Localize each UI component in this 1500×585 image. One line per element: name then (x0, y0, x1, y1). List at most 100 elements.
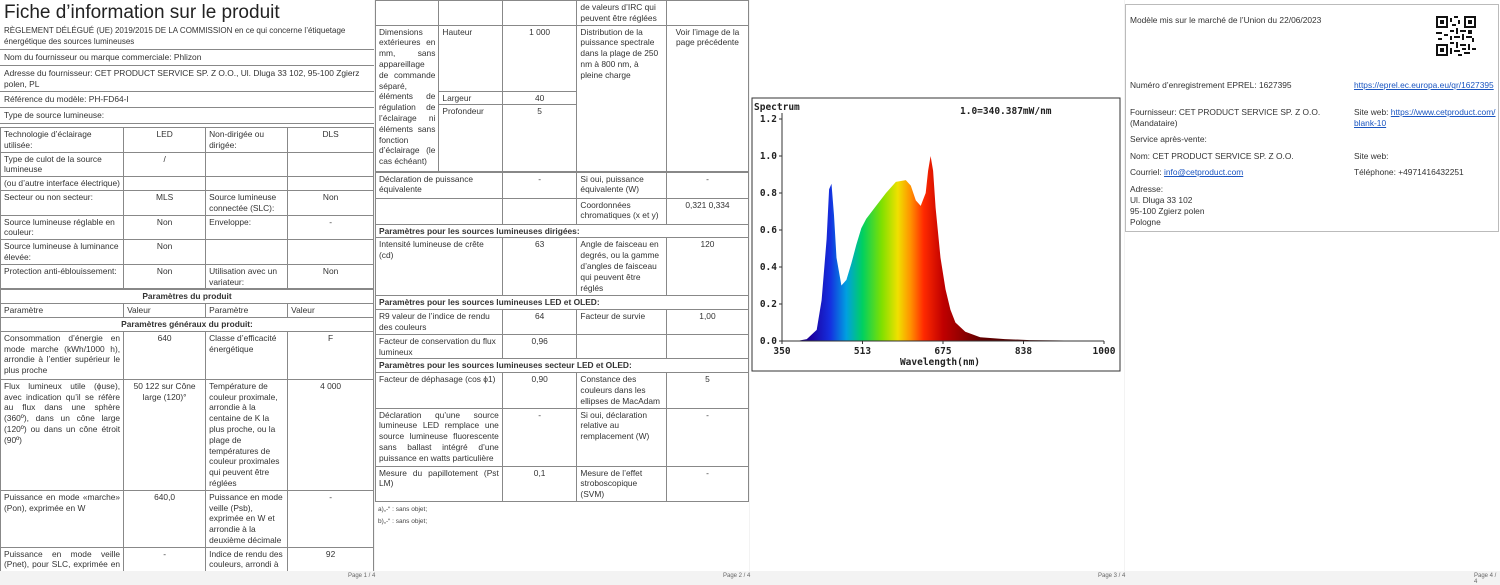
param-cell: Déclaration qu’une source lumineuse LED … (375, 407, 503, 467)
dim-width-value: 40 (501, 90, 578, 106)
spd-label: Distribution de la puissance spectrale d… (576, 24, 667, 172)
chart-annotation: 1.0=340.387mW/nm (960, 106, 1052, 117)
spectrum-chart: 350 513 675 838 1000 0.0 0.2 0.4 0.6 0.8 1.0 1.2Spe… (751, 97, 1121, 372)
value-cell: - (665, 465, 749, 502)
param-cell: Facteur de déphasage (cos ϕ1) (375, 372, 503, 409)
eprel-link[interactable]: https://eprel.ec.europa.eu/qr/1627395 (1354, 80, 1494, 90)
x-tick-label: 513 (854, 346, 871, 357)
address-line: Ul. Dluga 33 102 (1130, 195, 1193, 205)
qr-code-icon[interactable] (1436, 16, 1476, 56)
page-2: de valeurs d’IRC qui peuvent être réglée… (375, 0, 749, 571)
table-row: Puissance en mode veille (Pnet), pour SL… (0, 546, 374, 571)
y-tick-label: 0.0 (760, 336, 777, 347)
table-row: Puissance en mode «marche» (Pon), exprim… (0, 489, 374, 548)
param-cell: R9 valeur de l’indice de rendu des coule… (375, 309, 503, 335)
supplier-value: CET PRODUCT SERVICE SP. Z O.O. (Mandatai… (1130, 107, 1321, 128)
table-row: Technologie d’éclairage utilisée: LED Non-… (0, 126, 374, 153)
value-cell: 4 000 (287, 378, 374, 491)
regulation-text: RÈGLEMENT DÉLÉGUÉ (UE) 2019/2015 DE LA C… (4, 26, 346, 46)
value-cell: 1,00 (665, 309, 749, 335)
table-row: R9 valeur de l’indice de rendu des coule… (375, 309, 749, 335)
param-cell: Facteur de survie (576, 309, 667, 335)
value-cell: 0,90 (501, 372, 578, 409)
table-row: Mesure du papillotement (Pst LM) 0,1 Mesur… (375, 465, 749, 502)
x-tick-label: 675 (934, 346, 951, 357)
email-link[interactable]: info@cetproduct.com (1163, 167, 1244, 177)
led-params-title: Paramètres pour les sources lumineuses L… (375, 295, 749, 311)
x-axis-label: Wavelength(nm) (900, 357, 980, 368)
dim-width-label: Largeur (438, 90, 503, 106)
mains-params-title: Paramètres pour les sources lumineuses s… (375, 358, 749, 374)
directional-params-title: Paramètres pour les sources lumineuses d… (375, 223, 749, 239)
dim-depth-label: Profondeur (438, 104, 503, 172)
param-cell: Puissance en mode «marche» (Pon), exprim… (0, 489, 125, 548)
dimensions-table: de valeurs d’IRC qui peuvent être réglée… (375, 0, 749, 172)
value-cell: Non (287, 189, 374, 216)
param-cell: Coordonnées chromatiques (x et y) (576, 197, 667, 225)
value-cell: 120 (665, 237, 749, 297)
value-cell: / (123, 151, 207, 178)
param-cell: Constance des couleurs dans les ellipses… (576, 372, 667, 409)
param-cell: Mesure du papillotement (Pst LM) (375, 465, 503, 502)
eprel-number: 1627395 (1258, 80, 1292, 90)
table-row: Déclaration de puissance équivalente - Si … (375, 171, 749, 199)
market-date: Modèle mis sur le marché de l’Union du 2… (1130, 15, 1322, 25)
y-tick-label: 1.0 (760, 151, 777, 162)
value-cell: F (287, 330, 374, 380)
model-row: Référence du modèle: PH-FD64-I (0, 91, 374, 107)
param-cell: Protection anti-éblouissement: (0, 263, 125, 290)
page-number: Page 2 / 4 (723, 573, 751, 579)
value-cell (287, 151, 374, 178)
dim-depth-value: 5 (501, 104, 578, 172)
value-cell: 5 (665, 372, 749, 409)
value-cell: 640 (123, 330, 207, 380)
table-row: Facteur de conservation du flux lumineux… (375, 333, 749, 360)
value-cell: DLS (287, 126, 374, 153)
supplier-address-row: Adresse du fournisseur: CET PRODUCT SERV… (0, 64, 374, 92)
param-cell: Puissance en mode veille (Psb), exprimée… (205, 489, 289, 548)
table-row: Protection anti-éblouissement: Non Utilisa… (0, 263, 374, 290)
supplier-row: Fournisseur: CET PRODUCT SERVICE SP. Z O… (1130, 107, 1321, 128)
table-row: Coordonnées chromatiques (x et y) 0,321 0… (375, 197, 749, 225)
service-label: Service après-vente: (1130, 134, 1207, 144)
page-3: 350 513 675 838 1000 0.0 0.2 0.4 0.6 0.8 1.0 1.2 Spe… (750, 0, 1124, 571)
footnote-a: a)„-“ : sans objet; (378, 505, 428, 513)
footnote-b: b)„-“ : sans objet; (378, 517, 428, 525)
param-cell: Flux lumineux utile (ϕuse), avec indicat… (0, 378, 125, 491)
header-param: Paramètre (205, 303, 289, 318)
param-cell (205, 151, 289, 178)
value-cell (287, 176, 374, 191)
param-cell: Source lumineuse réglable en couleur: (0, 214, 125, 241)
website-row: Site web: https://www.cetproduct.com/bla… (1354, 107, 1496, 128)
chart-title: Spectrum (754, 102, 800, 113)
header-value: Valeur (123, 303, 207, 318)
param-cell (205, 239, 289, 265)
dim-height-value: 1 000 (501, 24, 578, 92)
param-cell: Non-dirigée ou dirigée: (205, 126, 289, 153)
header-param: Paramètre (0, 303, 125, 318)
page-title: Fiche d’information sur le produit (4, 2, 280, 23)
params-title: Paramètres du produit (0, 289, 374, 305)
param-cell: Mesure de l’effet stroboscopique (SVM) (576, 465, 667, 502)
type-row: Type de source lumineuse: (0, 107, 374, 124)
param-cell (576, 333, 667, 360)
service-name: CET PRODUCT SERVICE SP. Z O.O. (1152, 151, 1294, 161)
page-number: Page 1 / 4 (348, 573, 376, 579)
service-web-label: Site web: (1354, 151, 1389, 161)
website-link[interactable]: https://www.cetproduct.com/blank-10 (1354, 107, 1496, 128)
value-cell: 63 (501, 237, 578, 297)
page-1: Fiche d’information sur le produit RÈGLE… (0, 0, 374, 571)
param-cell (375, 197, 503, 225)
table-row: Facteur de déphasage (cos ϕ1) 0,90 Constan… (375, 372, 749, 409)
table-row: Type de culot de la source lumineuse / (0, 151, 374, 178)
param-cell: Si oui, déclaration relative au remplace… (576, 407, 667, 467)
address-line: Pologne (1130, 217, 1161, 227)
param-cell: Intensité lumineuse de crête (cd) (375, 237, 503, 297)
phone-row: Téléphone: +4971416432251 (1354, 167, 1464, 177)
x-tick-label: 838 (1015, 346, 1032, 357)
value-cell: 0,321 0,334 (665, 197, 749, 225)
service-name-row: Nom: CET PRODUCT SERVICE SP. Z O.O. (1130, 151, 1294, 161)
spectrum-area (782, 156, 1104, 341)
irc-range-text: de valeurs d’IRC qui peuvent être réglée… (576, 0, 667, 26)
supplier-name: Phlizon (173, 52, 202, 62)
